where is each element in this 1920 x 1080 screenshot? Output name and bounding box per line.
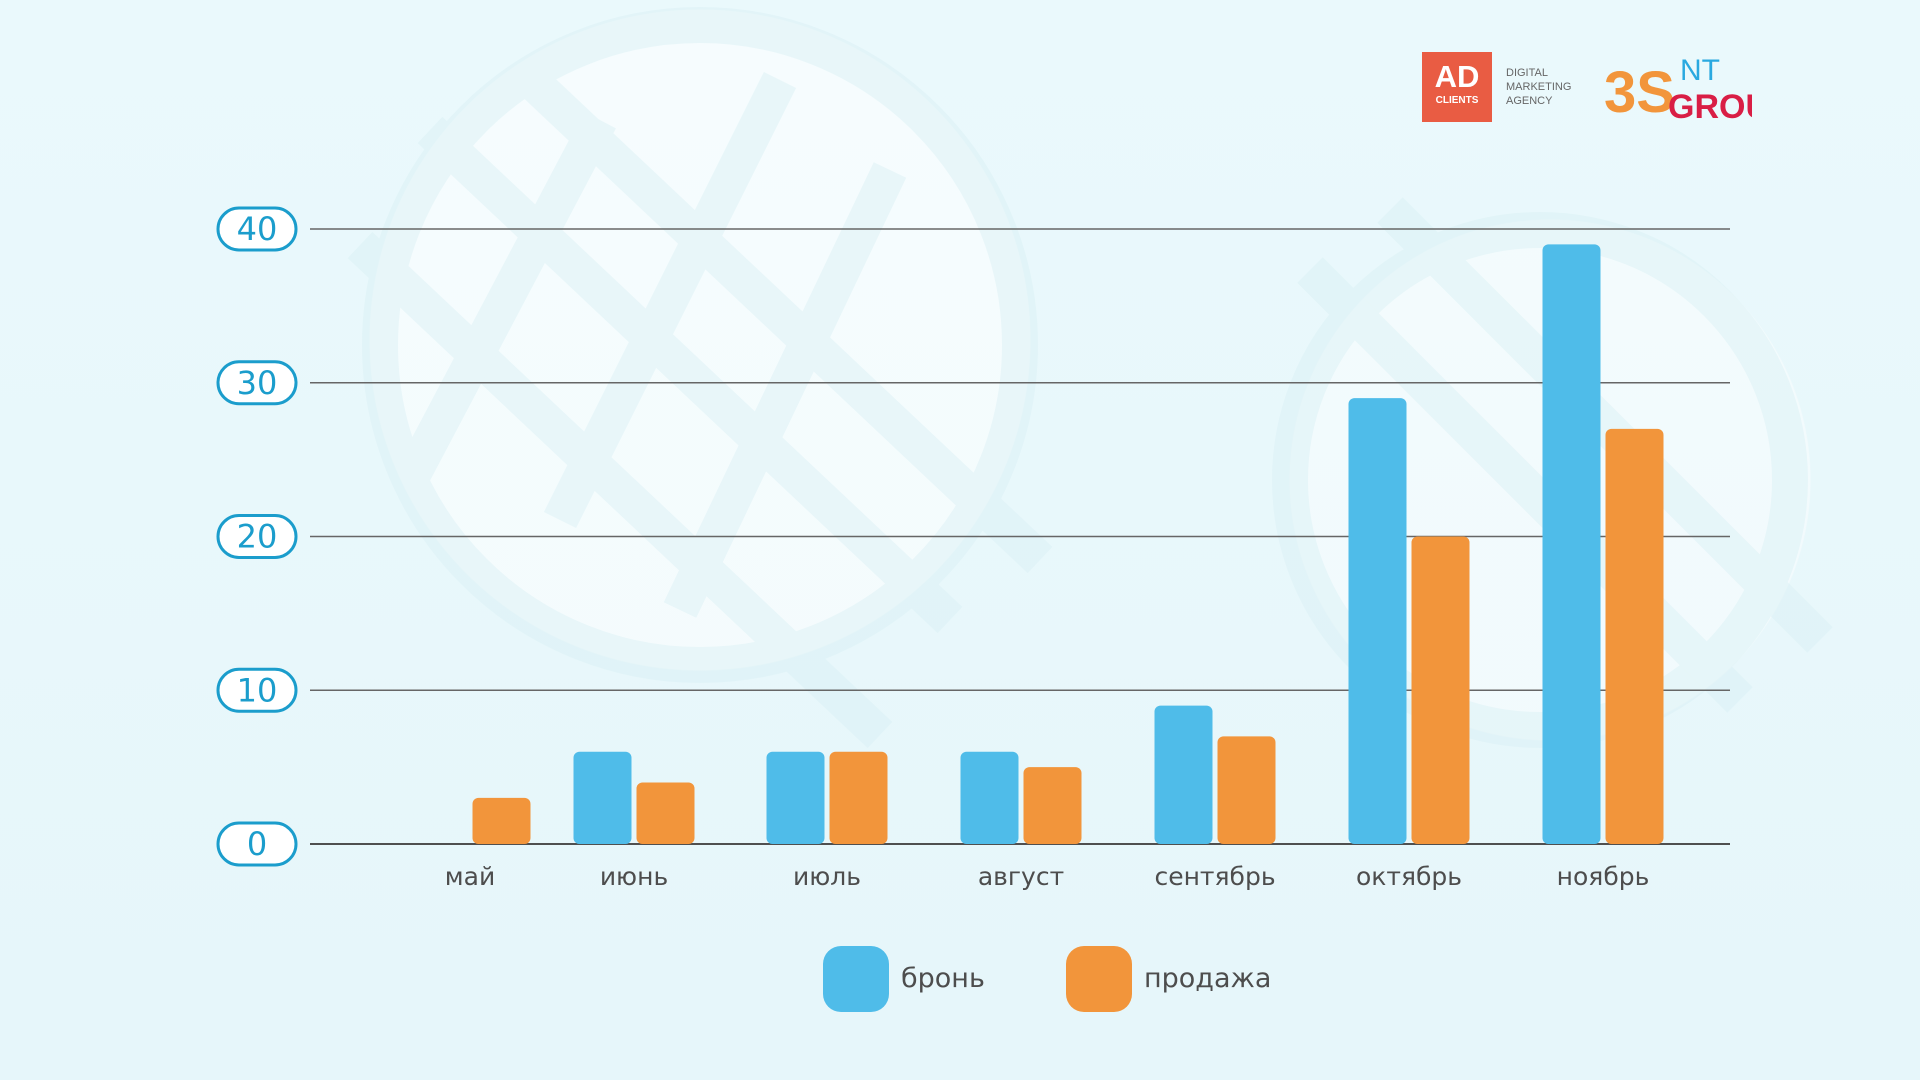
y-tick-label-0: 0 <box>247 825 267 863</box>
legend-label-prodazha: продажа <box>1144 963 1272 994</box>
y-tick-badge-20 <box>216 514 298 559</box>
y-tick-label-30: 30 <box>237 364 278 402</box>
legend-item-prodazha: продажа <box>1066 946 1271 1012</box>
nt-group-logo: 3S NT GROUP <box>1604 54 1752 124</box>
x-tick-label-5: октябрь <box>1356 862 1462 891</box>
bar-prodazha-3 <box>1023 767 1082 844</box>
bar-bron-1 <box>573 751 632 844</box>
ad-logo-subtitle: CLIENTS <box>1435 95 1479 106</box>
x-tick-label-2: июль <box>793 862 861 891</box>
bar-prodazha-4 <box>1217 736 1276 844</box>
x-tick-label-0: май <box>445 862 495 891</box>
agency-line-marketing: MARKETING <box>1506 81 1572 93</box>
x-tick-label-3: август <box>978 862 1064 891</box>
brand-mark-3s: 3S <box>1604 60 1675 124</box>
agency-description: DIGITAL MARKETING AGENCY <box>1506 66 1590 108</box>
bar-prodazha-2 <box>829 751 888 844</box>
bar-bron-4 <box>1154 705 1213 844</box>
brand-logos: AD CLIENTS DIGITAL MARKETING AGENCY 3S N… <box>1422 52 1832 132</box>
legend-item-bron: бронь <box>823 946 985 1012</box>
bar-prodazha-0 <box>472 797 531 844</box>
y-tick-label-40: 40 <box>237 210 278 248</box>
bar-bron-5 <box>1348 398 1407 844</box>
legend-swatch-bron <box>823 946 889 1012</box>
y-tick-badge-0 <box>216 821 298 867</box>
agency-line-digital: DIGITAL <box>1506 67 1548 79</box>
bar-bron-2 <box>766 751 825 844</box>
agency-line-agency: AGENCY <box>1506 95 1553 107</box>
bar-prodazha-6 <box>1605 428 1664 844</box>
bar-bron-6 <box>1542 244 1601 844</box>
y-tick-badge-30 <box>216 360 298 406</box>
x-tick-label-4: сентябрь <box>1154 862 1275 891</box>
x-tick-label-6: ноябрь <box>1557 862 1650 891</box>
y-tick-badge-40 <box>216 206 298 252</box>
bar-prodazha-1 <box>636 782 695 844</box>
chart-legend: бронь продажа <box>823 946 1293 1012</box>
x-tick-label-1: июнь <box>600 862 668 891</box>
ad-logo-main: AD <box>1434 59 1480 94</box>
y-tick-label-10: 10 <box>237 671 278 709</box>
bar-prodazha-5 <box>1411 536 1470 844</box>
bar-bron-3 <box>960 751 1019 844</box>
brand-small-nt: NT <box>1680 54 1720 87</box>
ad-clients-logo: AD CLIENTS <box>1422 52 1492 122</box>
y-tick-label-20: 20 <box>237 518 278 556</box>
legend-label-bron: бронь <box>901 963 985 994</box>
legend-swatch-prodazha <box>1066 946 1132 1012</box>
y-tick-badge-10 <box>216 667 298 713</box>
brand-group-text: GROUP <box>1668 88 1752 124</box>
